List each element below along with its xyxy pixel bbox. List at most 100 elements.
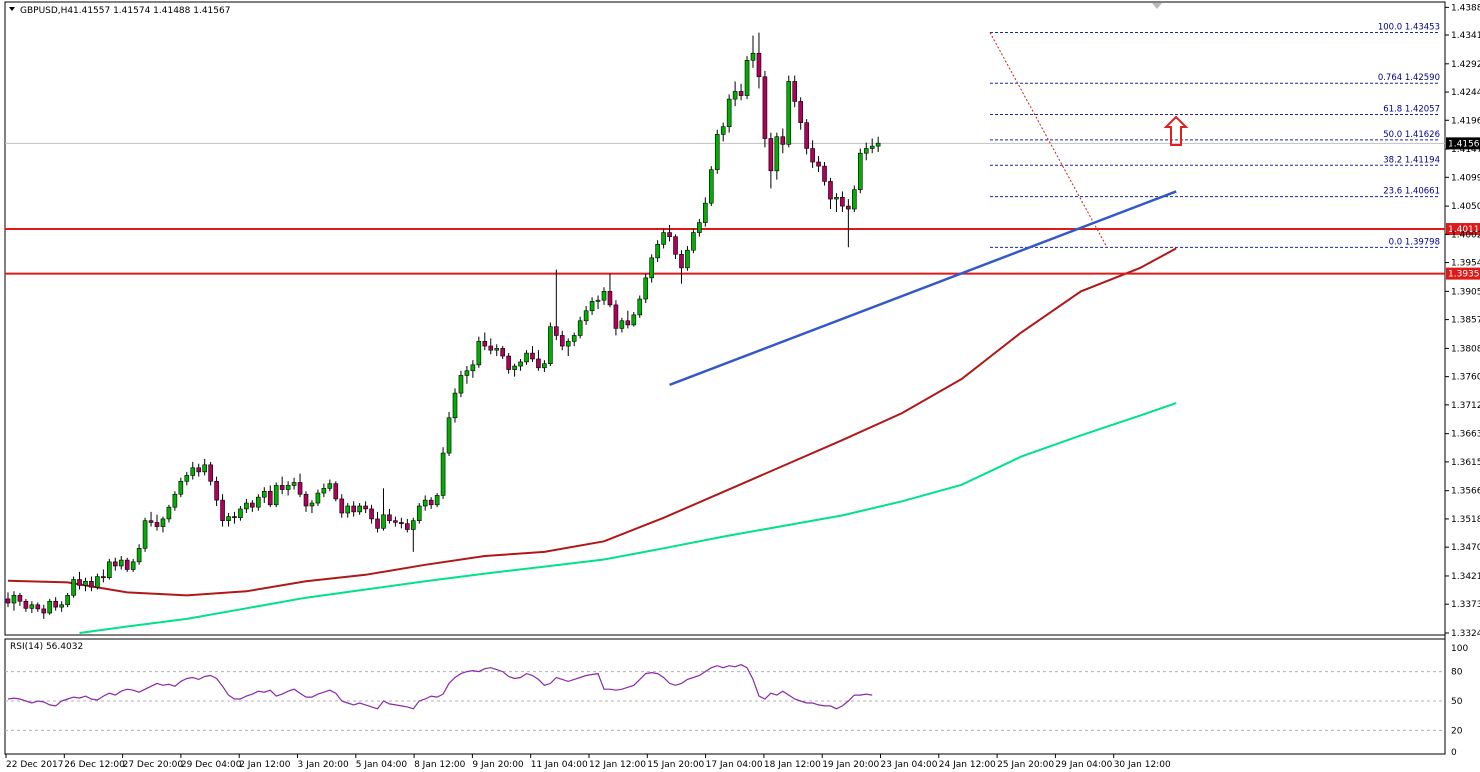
candle-body (369, 508, 374, 520)
price-panel-frame (4, 1, 1446, 636)
support-trendline[interactable] (669, 190, 1177, 387)
y-tick-label: 1.38080 (1451, 344, 1480, 354)
x-tick-label: 25 Jan 20:00 (997, 760, 1054, 770)
candle-body (142, 520, 148, 549)
chart-shift-marker-icon[interactable] (1152, 3, 1162, 9)
candle (273, 482, 279, 508)
symbol-dropdown-icon[interactable] (9, 7, 15, 11)
candle-body (822, 165, 827, 182)
candle (428, 497, 434, 509)
candle (780, 128, 786, 154)
candle (714, 129, 720, 174)
rsi-tick-label: 100 (1451, 644, 1468, 654)
candle-body (810, 148, 815, 163)
y-tick-label: 1.42440 (1451, 88, 1480, 98)
candle-body (565, 341, 571, 347)
fib-level-label: 100.0 1.43453 (1378, 22, 1440, 32)
candle (804, 119, 809, 155)
candle-body (47, 600, 53, 614)
x-tick-label: 24 Jan 12:00 (939, 760, 996, 770)
candle (524, 350, 529, 365)
candle-body (750, 52, 756, 61)
candle (53, 597, 58, 611)
candle-body (792, 81, 798, 102)
price-axis[interactable]: 1.43880 1.43410 1.42920 1.42440 1.41960 1.414… (1445, 3, 1480, 639)
candle-body (357, 505, 362, 513)
candle (661, 228, 666, 249)
candle-body (399, 522, 404, 524)
candle (846, 199, 851, 248)
x-tick-label: 23 Jan 04:00 (881, 760, 938, 770)
symbol-label: GBPUSD,H4 (20, 6, 73, 16)
candle (613, 300, 619, 336)
candle-body (77, 579, 82, 586)
candle (494, 344, 500, 357)
x-tick-label: 3 Jan 20:00 (298, 760, 350, 770)
candle (720, 122, 726, 142)
y-tick-label: 1.39050 (1451, 287, 1480, 297)
candle (160, 516, 166, 533)
candle (238, 505, 243, 521)
candle (476, 336, 482, 368)
level-price-tag (1446, 223, 1480, 236)
y-tick-label: 1.34210 (1451, 572, 1480, 582)
candle-body (482, 341, 488, 347)
candle (65, 593, 70, 608)
candle (559, 330, 565, 351)
moving-averages (7, 247, 1177, 634)
candle-body (655, 244, 660, 259)
y-tick-label: 1.37120 (1451, 401, 1480, 411)
candle (196, 463, 202, 477)
candle (685, 246, 690, 271)
level-price-label: 1.40110 (1448, 225, 1480, 235)
candle (130, 558, 136, 572)
candle (703, 197, 708, 227)
candle (488, 338, 494, 355)
candle-body (381, 514, 386, 529)
candle (607, 273, 613, 308)
candle (256, 494, 261, 511)
x-tick-label: 12 Jan 12:00 (589, 760, 646, 770)
candle-body (351, 505, 356, 513)
candle (732, 81, 738, 107)
moving-average-red (7, 247, 1177, 597)
candle-body (613, 304, 619, 329)
candle-body (148, 520, 154, 523)
candle (95, 573, 100, 590)
candle-body (756, 52, 762, 78)
candle-body (703, 202, 708, 223)
candle-body (601, 291, 607, 301)
candle (667, 224, 672, 242)
candle-body (244, 502, 249, 510)
candle (738, 83, 744, 101)
candle-body (434, 495, 440, 506)
x-tick-label: 9 Jan 20:00 (472, 760, 524, 770)
x-tick-label: 11 Jan 04:00 (531, 760, 588, 770)
candle (124, 557, 130, 572)
candle-body (422, 499, 428, 507)
trendline-layer[interactable] (669, 190, 1177, 387)
candle (530, 346, 535, 362)
fib-diagonal (989, 32, 1108, 248)
candle-body (112, 561, 118, 567)
candle-body (619, 320, 625, 329)
up-arrow-icon[interactable] (1163, 115, 1189, 146)
x-tick-label: 18 Jan 12:00 (764, 760, 821, 770)
candle-body (732, 91, 738, 100)
candle-body (41, 608, 47, 614)
candle-body (559, 335, 565, 347)
candle-body (416, 505, 422, 521)
y-tick-label: 1.40500 (1451, 202, 1480, 212)
fibonacci-retracement[interactable]: 100.0 1.43453 0.764 1.42590 61.8 1.42057 50… (989, 22, 1440, 248)
x-tick-label: 30 Jan 12:00 (1114, 760, 1171, 770)
candle (297, 473, 303, 498)
y-tick-label: 1.34700 (1451, 543, 1480, 553)
candle-body (816, 161, 821, 167)
candle-body (649, 257, 654, 279)
candle (565, 338, 571, 357)
candle (309, 500, 315, 514)
candle-body (71, 579, 76, 596)
candle (857, 148, 863, 194)
